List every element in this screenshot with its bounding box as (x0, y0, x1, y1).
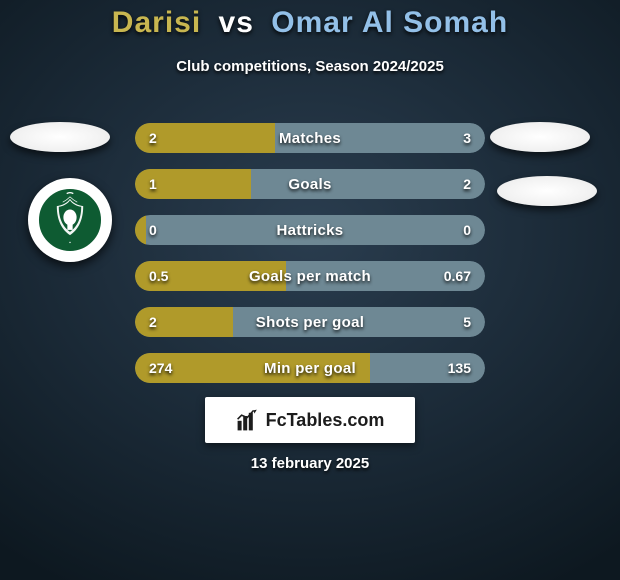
logo-text: FcTables.com (266, 410, 385, 431)
row-value-right: 5 (463, 307, 471, 337)
title-player1: Darisi (112, 6, 201, 39)
side-oval-2 (497, 176, 597, 206)
stat-row-min-per-goal: 274Min per goal135 (135, 353, 485, 383)
comparison-rows: 2Matches31Goals20Hattricks00.5Goals per … (135, 123, 485, 399)
fctables-logo[interactable]: FcTables.com (205, 397, 415, 443)
title-player2: Omar Al Somah (271, 6, 508, 39)
stat-row-matches: 2Matches3 (135, 123, 485, 153)
row-value-right: 0.67 (444, 261, 471, 291)
row-value-right: 135 (448, 353, 471, 383)
stat-row-shots-per-goal: 2Shots per goal5 (135, 307, 485, 337)
row-label: Hattricks (135, 215, 485, 245)
date-text: 13 february 2025 (0, 455, 620, 472)
side-oval-0 (10, 122, 110, 152)
row-label: Shots per goal (135, 307, 485, 337)
stat-row-hattricks: 0Hattricks0 (135, 215, 485, 245)
title-vs: vs (219, 6, 254, 39)
container: Darisi vs Omar Al Somah Club competition… (0, 0, 620, 580)
row-value-right: 3 (463, 123, 471, 153)
row-label: Goals (135, 169, 485, 199)
row-value-right: 2 (463, 169, 471, 199)
stat-row-goals-per-match: 0.5Goals per match0.67 (135, 261, 485, 291)
page-title: Darisi vs Omar Al Somah (0, 0, 620, 40)
row-label: Matches (135, 123, 485, 153)
subtitle: Club competitions, Season 2024/2025 (0, 58, 620, 75)
row-label: Min per goal (135, 353, 485, 383)
club-badge (28, 178, 112, 262)
stat-row-goals: 1Goals2 (135, 169, 485, 199)
club-badge-icon (37, 187, 103, 253)
side-oval-1 (490, 122, 590, 152)
bars-icon (236, 407, 260, 433)
row-label: Goals per match (135, 261, 485, 291)
row-value-right: 0 (463, 215, 471, 245)
